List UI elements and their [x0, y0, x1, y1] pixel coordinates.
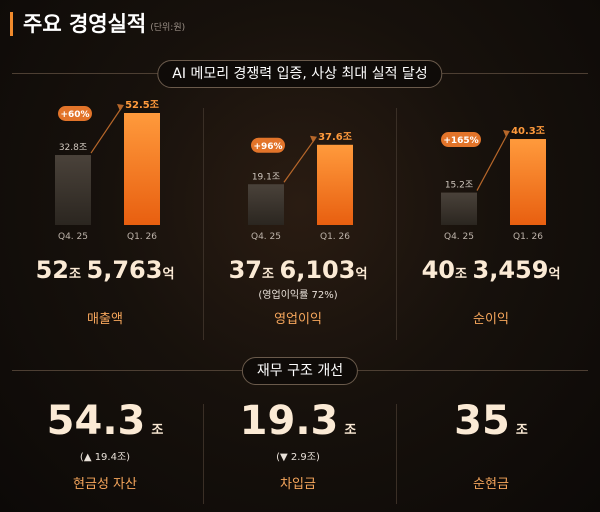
growth-badge	[251, 137, 285, 153]
x-tick-label: Q1. 26	[320, 232, 350, 242]
net-income-bar-chart: 15.2조 Q4. 25 40.3조 Q1. 26 +165%	[441, 125, 546, 242]
revenue-label: 매출액	[87, 312, 123, 327]
growth-badge	[58, 106, 92, 121]
x-tick-label: Q4. 25	[251, 232, 281, 242]
bar-prev-quarter	[248, 184, 284, 225]
growth-badge-label: +165%	[443, 136, 478, 146]
column-separator	[203, 404, 204, 504]
x-tick-label: Q4. 25	[58, 232, 88, 242]
unit-note: (단위:원)	[150, 23, 186, 33]
bar-data-label: 40.3조	[511, 125, 545, 137]
cash-value: 54.3 조	[46, 398, 164, 444]
bar-curr-quarter	[510, 139, 546, 225]
bar-data-label: 37.6조	[318, 131, 352, 143]
growth-arrow-line	[283, 138, 316, 183]
x-tick-label: Q1. 26	[513, 232, 543, 242]
growth-arrow-head	[310, 135, 317, 143]
growth-arrow-line	[476, 132, 509, 191]
x-tick-label: Q4. 25	[444, 232, 474, 242]
metric-operating-profit: 19.1조 Q4. 25 37.6조 Q1. 26 +96% 37조 6,103억 (영…	[203, 0, 393, 350]
net-cash-label: 순현금	[473, 477, 509, 492]
bar-data-label: 52.5조	[125, 99, 159, 111]
growth-arrow-head	[117, 104, 124, 111]
revenue-amount: 52조 5,763억	[35, 256, 175, 284]
column-separator	[396, 404, 397, 504]
growth-arrow-head	[503, 130, 510, 138]
borrowings-change: (▼ 2.9조)	[276, 452, 320, 463]
bar-data-label: 32.8조	[59, 143, 87, 153]
growth-badge-label: +96%	[253, 142, 282, 152]
net-cash-value: 35 조	[454, 398, 528, 444]
metric-net-income: 15.2조 Q4. 25 40.3조 Q1. 26 +165% 40조 3,459억 순…	[396, 0, 586, 350]
cash-label: 현금성 자산	[73, 477, 137, 492]
operating-profit-label: 영업이익	[274, 312, 322, 327]
borrowings-label: 차입금	[280, 477, 316, 492]
metric-revenue: 32.8조 Q4. 25 52.5조 Q1. 26 +60% 52조 5,763억 매출…	[10, 0, 200, 350]
section2-title: 재무 구조 개선	[241, 357, 359, 385]
net-income-label: 순이익	[473, 312, 509, 327]
growth-arrow-line	[90, 106, 123, 154]
title-accent-bar	[10, 12, 13, 36]
operating-margin-note: (영업이익률 72%)	[258, 290, 338, 301]
net-income-amount: 40조 3,459억	[421, 256, 561, 284]
bar-curr-quarter	[124, 113, 160, 225]
section1-title: AI 메모리 경쟁력 입증, 사상 최대 실적 달성	[157, 60, 443, 88]
header: 주요 경영실적 (단위:원)	[10, 12, 185, 36]
growth-badge	[441, 132, 481, 148]
bar-curr-quarter	[317, 144, 353, 225]
operating-profit-bar-chart: 19.1조 Q4. 25 37.6조 Q1. 26 +96%	[248, 131, 353, 242]
bar-prev-quarter	[55, 155, 91, 225]
bar-data-label: 15.2조	[445, 181, 473, 191]
column-separator	[203, 108, 204, 340]
bar-data-label: 19.1조	[252, 172, 280, 182]
growth-badge-label: +60%	[60, 110, 89, 120]
revenue-bar-chart: 32.8조 Q4. 25 52.5조 Q1. 26 +60%	[55, 99, 160, 242]
operating-profit-amount: 37조 6,103억	[228, 256, 368, 284]
column-separator	[396, 108, 397, 340]
page-title: 주요 경영실적	[23, 12, 147, 36]
cash-change: (▲ 19.4조)	[79, 452, 131, 463]
x-tick-label: Q1. 26	[127, 232, 157, 242]
bar-prev-quarter	[441, 192, 477, 225]
borrowings-value: 19.3 조	[239, 398, 357, 444]
